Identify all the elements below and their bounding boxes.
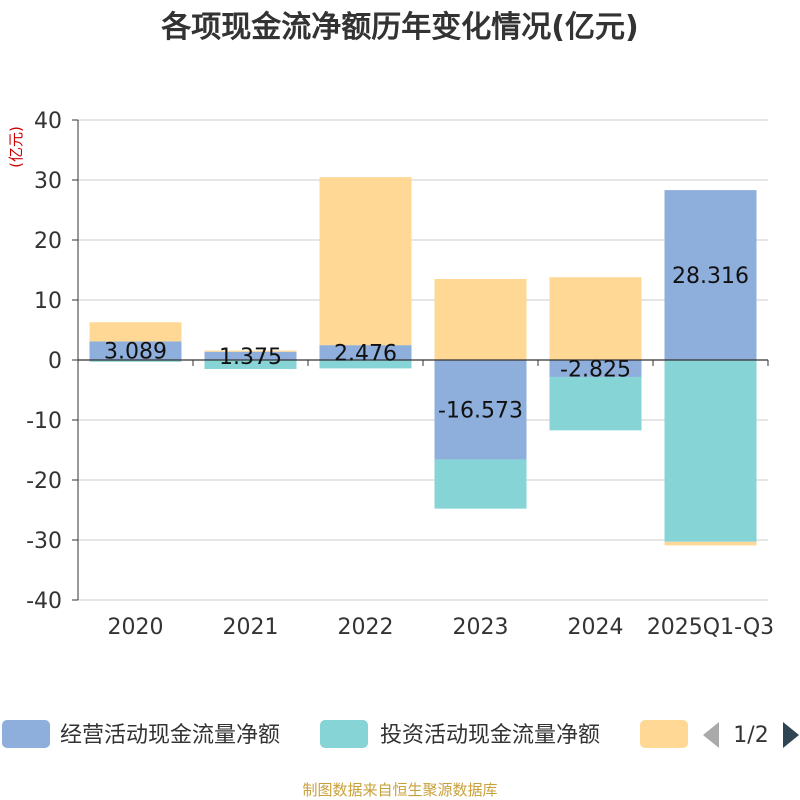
- bar-2024-series-0: [549, 360, 642, 377]
- bar-2023-series-0: [434, 360, 527, 460]
- x-tick-label: 2025Q1-Q3: [647, 615, 774, 640]
- legend-prev-icon[interactable]: [703, 722, 719, 748]
- legend: 经营活动现金流量净额 投资活动现金流量净额 1/2: [2, 720, 799, 748]
- y-tick-label: -40: [26, 589, 62, 614]
- bar-2021-series-2: [204, 350, 297, 352]
- bar-2021-series-1: [204, 360, 297, 369]
- data-label: -2.825: [560, 357, 631, 382]
- chart-title: 各项现金流净额历年变化情况(亿元): [160, 10, 638, 45]
- y-tick-label: -20: [26, 469, 62, 494]
- x-tick-label: 2021: [223, 615, 279, 640]
- y-tick-label: 30: [34, 169, 62, 194]
- bar-2022-series-1: [319, 360, 412, 369]
- legend-swatch: [640, 720, 688, 748]
- data-label: 2.476: [334, 342, 397, 367]
- legend-page-indicator: 1/2: [733, 723, 768, 748]
- y-tick-label: 10: [34, 289, 62, 314]
- data-label: 28.316: [672, 264, 749, 289]
- x-tick-label: 2024: [568, 615, 624, 640]
- bar-2023-series-1: [434, 459, 527, 509]
- legend-swatch: [2, 720, 50, 748]
- y-tick-label: 40: [34, 109, 62, 134]
- legend-swatch: [320, 720, 368, 748]
- bar-2020-series-1: [89, 360, 182, 362]
- data-label: 3.089: [104, 340, 167, 365]
- bar-2020-series-0: [89, 341, 182, 360]
- data-label: 1.375: [219, 345, 282, 370]
- bar-2022-series-2: [319, 177, 412, 346]
- y-tick-label: 0: [48, 349, 62, 374]
- x-tick-label: 2022: [338, 615, 394, 640]
- legend-label: 投资活动现金流量净额: [380, 723, 600, 748]
- bar-2024-series-2: [549, 277, 642, 360]
- bar-2023-series-2: [434, 279, 527, 360]
- bar-2020-series-2: [89, 322, 182, 342]
- x-tick-label: 2020: [108, 615, 164, 640]
- bar-2025Q1-Q3-series-0: [664, 190, 757, 360]
- bar-2021-series-0: [204, 351, 297, 360]
- data-label: -16.573: [438, 399, 523, 424]
- x-tick-label: 2023: [453, 615, 509, 640]
- bar-2025Q1-Q3-series-2: [664, 541, 757, 546]
- legend-label: 经营活动现金流量净额: [60, 723, 280, 748]
- y-tick-label: -10: [26, 409, 62, 434]
- legend-next-icon[interactable]: [783, 722, 799, 748]
- data-labels: 3.089 1.375 2.476 -16.573 -2.825 28.316: [104, 264, 749, 424]
- y-axis-unit: (亿元): [7, 126, 25, 168]
- grid-lines: [78, 119, 768, 601]
- y-tick-label: -30: [26, 529, 62, 554]
- bars: [89, 177, 757, 546]
- y-tick-label: 20: [34, 229, 62, 254]
- bar-2025Q1-Q3-series-1: [664, 360, 757, 542]
- bar-2024-series-1: [549, 376, 642, 431]
- source-note: 制图数据来自恒生聚源数据库: [302, 781, 497, 799]
- axes: 40 30 20 10 0 -10 -20 -30 -40 2020 2021 2022 2023 202…: [26, 109, 774, 640]
- bar-2022-series-0: [319, 345, 412, 360]
